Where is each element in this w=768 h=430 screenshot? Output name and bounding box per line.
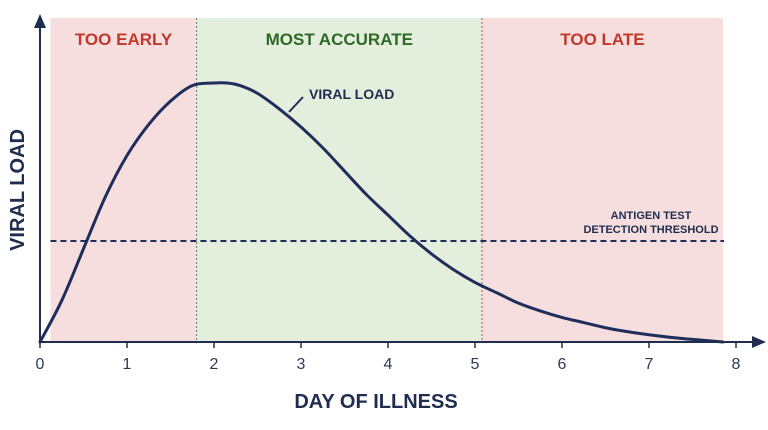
y-axis-title: VIRAL LOAD [7,129,29,251]
x-tick-label-8: 8 [732,356,741,373]
x-tick-label-1: 1 [123,356,132,373]
viral-load-curve [38,81,725,344]
zone-label-too-early: TOO EARLY [75,30,173,49]
x-tick-label-7: 7 [645,356,654,373]
x-axis-arrow-icon [752,336,766,348]
curve-label-leader [288,96,304,113]
x-tick-label-6: 6 [558,356,567,373]
x-ticks: 0 1 2 3 4 5 6 7 8 [36,342,741,373]
x-tick-label-5: 5 [471,356,480,373]
zone-label-too-late: TOO LATE [560,30,644,49]
x-tick-label-0: 0 [36,356,45,373]
threshold-label-line1: ANTIGEN TEST [611,210,692,222]
zones-layer [50,18,723,342]
zone-1 [196,18,482,342]
curve-label-viral-load: VIRAL LOAD [309,86,394,102]
x-axis-title: DAY OF ILLNESS [294,391,457,413]
x-tick-label-4: 4 [384,356,393,373]
threshold-label-line2: DETECTION THRESHOLD [583,224,718,236]
y-axis-arrow-icon [34,14,46,28]
x-tick-label-2: 2 [210,356,219,373]
zone-0 [50,18,197,342]
x-tick-label-3: 3 [297,356,306,373]
zone-2 [481,18,723,342]
zone-label-most-accurate: MOST ACCURATE [266,30,413,49]
